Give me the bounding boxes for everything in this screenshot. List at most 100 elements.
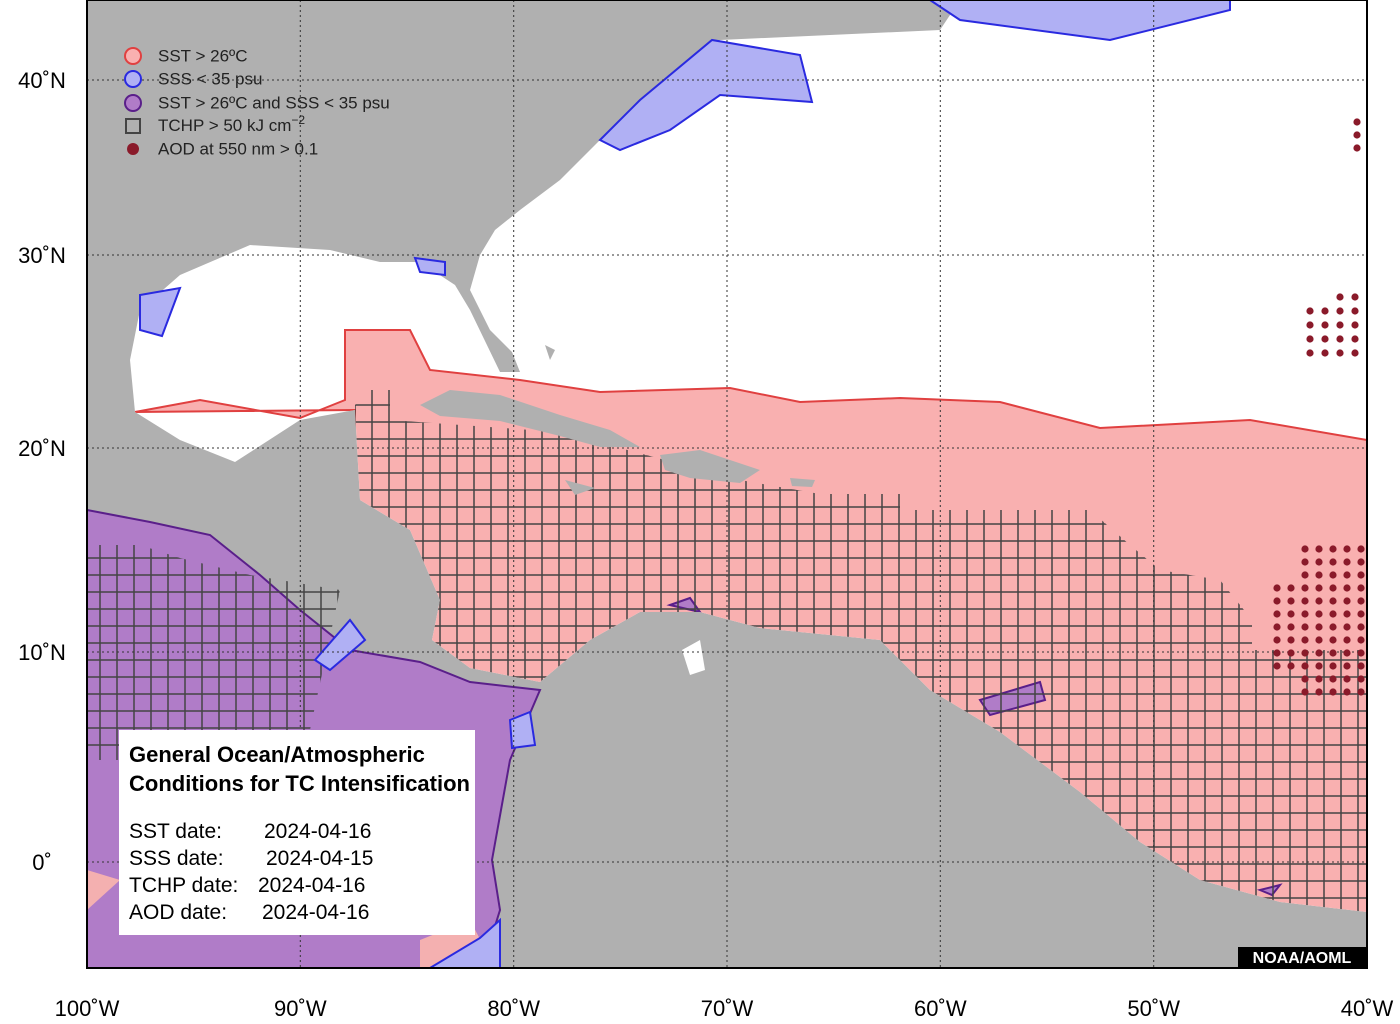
date-label: SST date: — [129, 820, 222, 843]
x-tick-label: 80˚W — [487, 996, 540, 1019]
aod-dot — [1329, 675, 1337, 683]
aod-dot — [1315, 610, 1323, 618]
aod-dot — [1301, 545, 1309, 553]
aod-dot — [1315, 584, 1323, 592]
aod-dot — [1301, 584, 1309, 592]
legend-marker — [124, 47, 142, 65]
aod-dot — [1287, 610, 1295, 618]
aod-dot — [1329, 545, 1337, 553]
aod-dot — [1357, 558, 1365, 566]
aod-dot — [1329, 688, 1337, 696]
aod-dot — [1321, 321, 1329, 329]
aod-dot — [1343, 584, 1351, 592]
date-label: TCHP date: — [129, 874, 238, 897]
aod-dot — [1357, 610, 1365, 618]
aod-dot — [1357, 662, 1365, 670]
aod-dot — [1351, 293, 1359, 301]
aod-dot — [1351, 349, 1359, 357]
x-tick-label: 50˚W — [1127, 996, 1180, 1019]
legend-label: SST > 26ºC — [158, 46, 248, 65]
aod-dot — [1273, 584, 1281, 592]
aod-dot — [1315, 675, 1323, 683]
aod-dot — [1287, 662, 1295, 670]
aod-dot — [1301, 649, 1309, 657]
aod-dot — [1329, 571, 1337, 579]
legend-marker — [127, 143, 139, 155]
aod-dot — [1357, 675, 1365, 683]
aod-dot — [1343, 597, 1351, 605]
credit-background — [1238, 947, 1366, 967]
aod-dot — [1351, 307, 1359, 315]
legend-marker — [125, 118, 141, 134]
info-title: General Ocean/Atmospheric — [129, 742, 425, 767]
aod-dot — [1287, 597, 1295, 605]
sss-area — [928, 0, 1231, 42]
graticule — [87, 0, 1367, 968]
aod-dot — [1357, 545, 1365, 553]
aod-dot — [1287, 649, 1295, 657]
aod-dot — [1351, 321, 1359, 329]
aod-dot — [1301, 688, 1309, 696]
aod-dot — [1336, 307, 1344, 315]
aod-dot — [1343, 649, 1351, 657]
x-tick-label: 70˚W — [701, 996, 754, 1019]
aod-dot — [1343, 623, 1351, 631]
aod-dot — [1273, 662, 1281, 670]
aod-dot — [1315, 636, 1323, 644]
y-tick-label: 10˚N — [18, 640, 66, 665]
aod-dot — [1301, 558, 1309, 566]
legend-label: SST > 26ºC and SSS < 35 psu — [158, 93, 390, 112]
aod-dot — [1321, 307, 1329, 315]
aod-dot — [1343, 688, 1351, 696]
aod-dot — [1273, 623, 1281, 631]
x-tick-label: 100˚W — [55, 996, 120, 1019]
date-label: SSS date: — [129, 847, 224, 870]
aod-dot — [1357, 623, 1365, 631]
legend-marker — [124, 70, 142, 88]
aod-dot — [1287, 584, 1295, 592]
aod-dot — [1343, 610, 1351, 618]
date-value: 2024-04-16 — [264, 820, 371, 843]
x-tick-label: 90˚W — [274, 996, 327, 1019]
aod-dot — [1343, 636, 1351, 644]
aod-dot — [1353, 131, 1361, 139]
aod-dot — [1343, 558, 1351, 566]
aod-dot — [1343, 571, 1351, 579]
aod-dot — [1343, 675, 1351, 683]
aod-dot — [1357, 688, 1365, 696]
aod-dot — [1336, 321, 1344, 329]
aod-dot — [1315, 649, 1323, 657]
lake — [682, 640, 705, 675]
aod-dot — [1306, 349, 1314, 357]
date-value: 2024-04-16 — [258, 874, 365, 897]
aod-dot — [1315, 623, 1323, 631]
aod-dot — [1315, 545, 1323, 553]
aod-dot — [1321, 349, 1329, 357]
date-label: AOD date: — [129, 901, 227, 924]
aod-dot — [1357, 584, 1365, 592]
info-box-background — [119, 730, 475, 935]
map-frame — [86, 0, 1368, 969]
legend-label-superscript: −2 — [291, 113, 305, 127]
aod-dot — [1336, 293, 1344, 301]
aod-dot — [1357, 571, 1365, 579]
aod-dot — [1273, 636, 1281, 644]
aod-dot — [1353, 118, 1361, 126]
aod-dot — [1301, 597, 1309, 605]
aod-dot — [1301, 675, 1309, 683]
aod-dot — [1301, 610, 1309, 618]
sss-area — [139, 256, 537, 968]
legend-label: TCHP > 50 kJ cm−2 — [158, 113, 305, 135]
aod-dot — [1273, 610, 1281, 618]
info-title: Conditions for TC Intensification — [129, 771, 470, 796]
y-tick-label: 0˚ — [32, 850, 52, 875]
aod-dot — [1306, 335, 1314, 343]
aod-dot — [1301, 571, 1309, 579]
aod-dots — [1273, 118, 1365, 696]
aod-dot — [1306, 307, 1314, 315]
aod-dot — [1329, 558, 1337, 566]
aod-dot — [1301, 662, 1309, 670]
legend-label-text: TCHP > 50 kJ cm — [158, 116, 291, 135]
aod-dot — [1315, 688, 1323, 696]
